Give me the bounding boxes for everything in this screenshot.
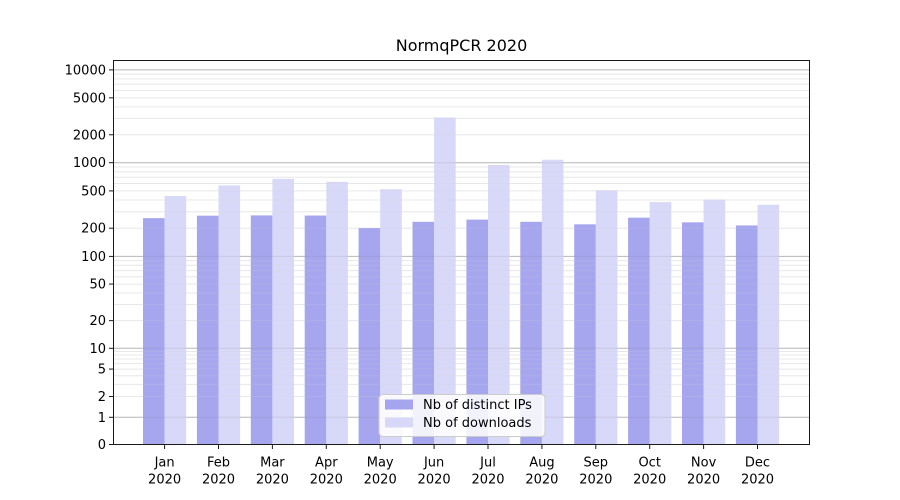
y-tick-label: 1000 [73, 156, 106, 171]
y-tick-label: 10 [89, 342, 106, 357]
y-tick-label: 2 [98, 390, 106, 405]
x-tick-label-month: Aug [529, 456, 554, 471]
x-tick-label-month: Jun [423, 456, 444, 471]
x-tick-label-year: 2020 [256, 473, 289, 488]
bar-distinct-ips-feb [196, 215, 219, 445]
x-tick-label-year: 2020 [310, 473, 343, 488]
x-tick-label-month: Jul [479, 456, 496, 471]
x-tick-label-month: Sep [584, 456, 609, 471]
x-tick-label-year: 2020 [741, 473, 774, 488]
x-tick-label-year: 2020 [687, 473, 720, 488]
legend-label-distinct-ips: Nb of distinct IPs [423, 398, 532, 413]
bar-distinct-ips-oct [628, 217, 650, 445]
bar-downloads-jun [434, 117, 456, 445]
bar-distinct-ips-may [358, 227, 381, 445]
x-tick-label-year: 2020 [364, 473, 397, 488]
y-tick-label: 100 [81, 250, 106, 265]
bar-distinct-ips-apr [304, 215, 327, 445]
bar-downloads-feb [218, 185, 241, 445]
x-tick-label-year: 2020 [471, 473, 504, 488]
bar-downloads-mar [272, 178, 294, 445]
x-tick-label-year: 2020 [418, 473, 451, 488]
y-tick-label: 0 [98, 438, 106, 453]
bar-distinct-ips-nov [682, 222, 704, 445]
x-tick-label-month: Apr [315, 456, 338, 471]
x-tick-label-month: Feb [207, 456, 230, 471]
x-tick-label-year: 2020 [202, 473, 235, 488]
x-tick-label-month: Jan [154, 456, 175, 471]
bar-downloads-nov [703, 199, 726, 445]
bar-distinct-ips-jul [466, 219, 488, 445]
bar-downloads-sep [595, 190, 618, 445]
y-tick-label: 5000 [73, 91, 106, 106]
bar-distinct-ips-mar [250, 215, 273, 445]
y-tick-label: 500 [81, 184, 106, 199]
legend-swatch-distinct-ips [385, 399, 413, 410]
bar-downloads-dec [757, 204, 780, 445]
y-tick-label: 20 [89, 314, 106, 329]
y-tick-label: 10000 [65, 63, 106, 78]
bar-downloads-oct [649, 202, 672, 445]
bar-downloads-aug [541, 159, 564, 445]
y-tick-label: 1 [98, 411, 106, 426]
x-tick-label-year: 2020 [579, 473, 612, 488]
x-tick-label-month: Oct [638, 456, 660, 471]
bar-distinct-ips-jan [143, 218, 165, 445]
bar-downloads-apr [326, 181, 348, 445]
x-tick-label-month: May [367, 456, 394, 471]
bar-downloads-jan [164, 196, 187, 445]
x-tick-label-year: 2020 [148, 473, 181, 488]
y-tick-label: 200 [81, 222, 106, 237]
x-tick-label-month: Mar [260, 456, 285, 471]
plot-area [113, 60, 810, 445]
x-tick-label-month: Nov [691, 456, 717, 471]
x-tick-label-year: 2020 [633, 473, 666, 488]
x-tick-label-month: Dec [745, 456, 770, 471]
legend-swatch-downloads [385, 417, 413, 428]
bar-distinct-ips-aug [520, 221, 542, 445]
legend-label-downloads: Nb of downloads [423, 416, 532, 431]
y-tick-label: 5 [98, 363, 106, 378]
chart-title: NormqPCR 2020 [395, 36, 528, 55]
bar-downloads-jul [488, 165, 510, 445]
legend [378, 394, 546, 437]
x-tick-label-year: 2020 [525, 473, 558, 488]
bar-distinct-ips-sep [574, 224, 596, 445]
bar-distinct-ips-jun [412, 221, 435, 445]
bar-distinct-ips-dec [735, 225, 758, 445]
y-tick-label: 2000 [73, 128, 106, 143]
y-tick-label: 50 [89, 278, 106, 293]
bar-downloads-may [380, 189, 402, 445]
